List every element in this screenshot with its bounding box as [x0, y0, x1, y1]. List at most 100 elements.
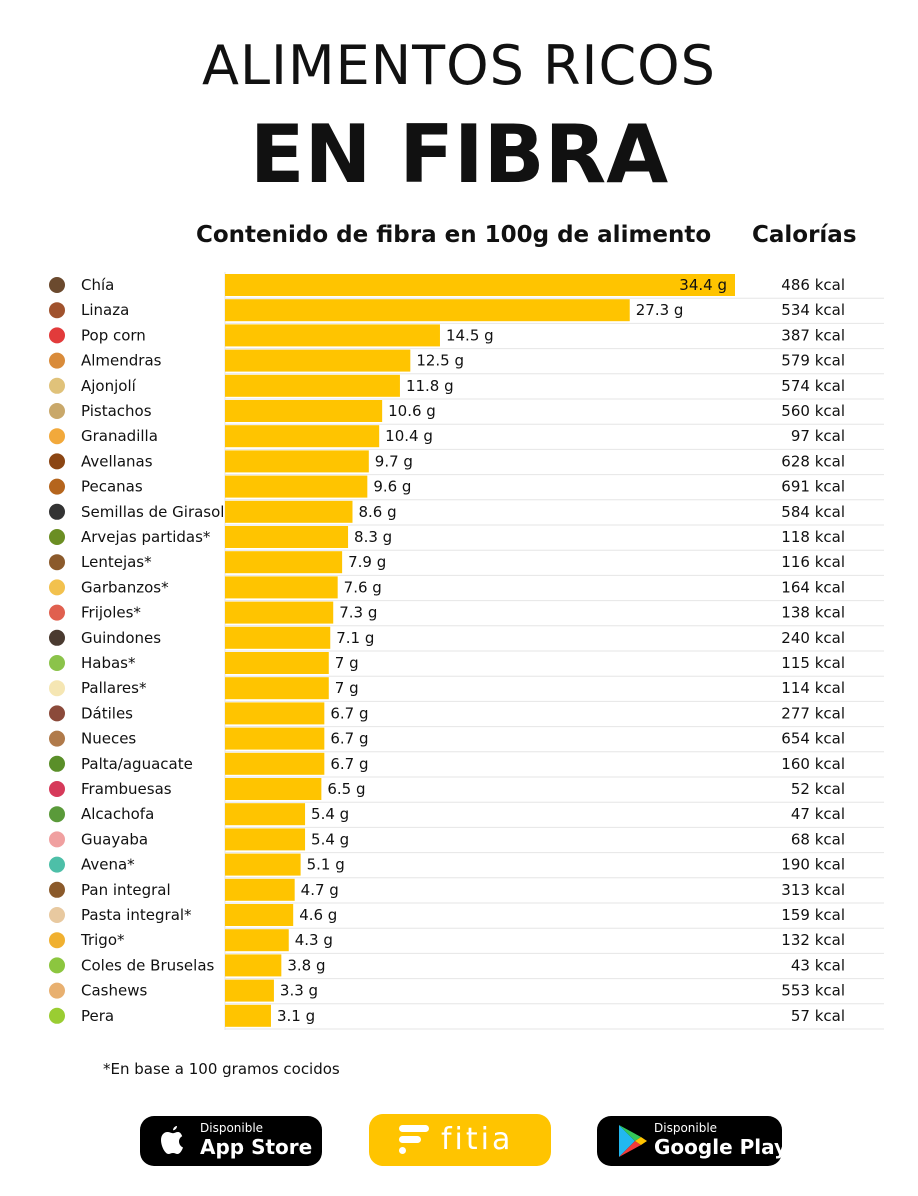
- value-label: 3.1 g: [277, 1007, 315, 1025]
- category-label: Linaza: [81, 301, 129, 319]
- calories-label: 115 kcal: [781, 654, 845, 672]
- food-icon: [49, 957, 65, 974]
- food-icon: [49, 604, 65, 621]
- bar: [225, 500, 353, 523]
- google-play-icon: [619, 1125, 647, 1157]
- bar: [225, 576, 338, 599]
- value-label: 10.6 g: [388, 402, 436, 420]
- bar: [225, 475, 368, 498]
- calories-label: 68 kcal: [791, 830, 845, 848]
- calories-label: 654 kcal: [781, 730, 845, 748]
- bar: [225, 274, 735, 296]
- value-label: 5.4 g: [311, 805, 349, 823]
- value-label: 6.5 g: [327, 780, 365, 798]
- fitia-wordmark: fitia: [441, 1122, 514, 1157]
- value-label: 6.7 g: [330, 704, 368, 722]
- value-label: 27.3 g: [636, 301, 684, 319]
- footnote: *En base a 100 gramos cocidos: [103, 1060, 340, 1078]
- value-label: 11.8 g: [406, 377, 454, 395]
- bar: [225, 979, 274, 1002]
- bar: [225, 828, 306, 851]
- calories-label: 534 kcal: [781, 301, 845, 319]
- category-label: Granadilla: [81, 427, 158, 445]
- food-icon: [49, 302, 65, 319]
- bar: [225, 878, 295, 901]
- value-label: 9.7 g: [375, 452, 413, 470]
- category-label: Coles de Bruselas: [81, 956, 215, 974]
- value-label: 3.8 g: [287, 956, 325, 974]
- food-icon: [49, 352, 65, 369]
- value-label: 7 g: [335, 679, 359, 697]
- calories-label: 277 kcal: [781, 704, 845, 722]
- value-label: 10.4 g: [385, 427, 433, 445]
- food-icon: [49, 503, 65, 520]
- chart-subtitle: Contenido de fibra en 100g de alimento: [196, 222, 712, 248]
- calories-label: 190 kcal: [781, 856, 845, 874]
- food-icon: [49, 932, 65, 949]
- food-icon: [49, 831, 65, 848]
- value-label: 4.3 g: [295, 931, 333, 949]
- category-label: Avena*: [81, 856, 135, 874]
- calories-label: 47 kcal: [791, 805, 845, 823]
- category-label: Pasta integral*: [81, 906, 192, 924]
- category-label: Pecanas: [81, 478, 143, 496]
- calories-label: 132 kcal: [781, 931, 845, 949]
- calories-label: 116 kcal: [781, 553, 845, 571]
- bar: [225, 904, 294, 926]
- bar: [225, 551, 343, 574]
- value-label: 5.4 g: [311, 830, 349, 848]
- fitia-badge[interactable]: fitia: [369, 1114, 551, 1166]
- calories-label: 138 kcal: [781, 604, 845, 622]
- calories-label: 313 kcal: [781, 881, 845, 899]
- category-label: Palta/aguacate: [81, 755, 193, 773]
- value-label: 12.5 g: [416, 352, 464, 370]
- fitia-logo-icon: [399, 1125, 429, 1154]
- calories-label: 43 kcal: [791, 956, 845, 974]
- value-label: 4.7 g: [301, 881, 339, 899]
- food-icon: [49, 579, 65, 596]
- value-label: 6.7 g: [330, 730, 368, 748]
- calories-label: 52 kcal: [791, 780, 845, 798]
- food-icon: [49, 1007, 65, 1024]
- bar: [225, 752, 325, 775]
- bar: [225, 778, 322, 800]
- category-label: Alcachofa: [81, 805, 154, 823]
- bar: [225, 929, 289, 952]
- value-label: 4.6 g: [299, 906, 337, 924]
- app-store-badge[interactable]: Disponible App Store: [140, 1116, 322, 1166]
- google-play-badge[interactable]: Disponible Google Play: [597, 1116, 787, 1166]
- food-icon: [49, 478, 65, 495]
- calories-label: 240 kcal: [781, 629, 845, 647]
- value-label: 14.5 g: [446, 326, 494, 344]
- app-store-small-text: Disponible: [200, 1121, 264, 1135]
- app-store-big-text: App Store: [200, 1135, 313, 1159]
- category-label: Habas*: [81, 654, 136, 672]
- value-label: 3.3 g: [280, 982, 318, 1000]
- category-label: Cashews: [81, 982, 147, 1000]
- bar: [225, 526, 349, 548]
- value-label: 7.1 g: [336, 629, 374, 647]
- food-icon: [49, 453, 65, 470]
- calories-label: 553 kcal: [781, 982, 845, 1000]
- category-label: Pistachos: [81, 402, 152, 420]
- food-icon: [49, 327, 65, 344]
- food-icon: [49, 881, 65, 898]
- food-icon: [49, 781, 65, 797]
- calories-label: 97 kcal: [791, 427, 845, 445]
- calories-label: 560 kcal: [781, 402, 845, 420]
- bar: [225, 1004, 271, 1027]
- category-label: Guindones: [81, 629, 161, 647]
- food-icon: [49, 277, 65, 293]
- calories-label: 57 kcal: [791, 1007, 845, 1025]
- calories-label: 160 kcal: [781, 755, 845, 773]
- category-label: Avellanas: [81, 452, 153, 470]
- value-label: 5.1 g: [307, 856, 345, 874]
- category-label: Ajonjolí: [81, 377, 137, 395]
- calories-label: 691 kcal: [781, 478, 845, 496]
- bar: [225, 450, 369, 473]
- calories-label: 114 kcal: [781, 679, 845, 697]
- bar: [225, 803, 306, 826]
- category-label: Garbanzos*: [81, 578, 169, 596]
- calories-label: 387 kcal: [781, 326, 845, 344]
- calories-label: 118 kcal: [781, 528, 845, 546]
